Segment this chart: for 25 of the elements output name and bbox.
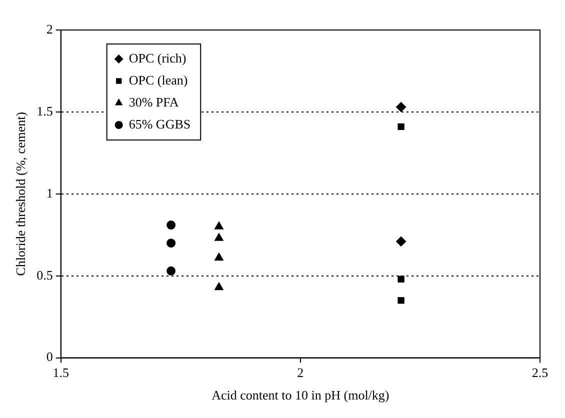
point [214,252,224,261]
point [214,222,224,230]
y-tick-label: 0 [46,349,53,364]
point [166,220,176,230]
point [396,236,406,246]
legend-label: 30% PFA [128,94,180,110]
y-tick-label: 1.5 [36,103,53,118]
x-tick-label: 2 [297,365,304,380]
legend-label: OPC (lean) [128,72,188,88]
point [166,238,176,248]
point [398,123,404,130]
point [398,297,404,304]
legend-label: 65% GGBS [128,116,191,132]
y-tick-label: 2 [46,21,53,36]
legend-label: OPC (rich) [128,50,186,66]
point [396,102,406,112]
x-tick-label: 2.5 [532,365,548,380]
x-axis-title: Acid content to 10 in pH (mol/kg) [212,388,390,403]
point [214,233,224,241]
y-axis-title: Chloride threshold (%, cement) [13,112,28,276]
point [398,276,404,282]
y-tick-label: 0.5 [36,267,53,282]
y-tick-label: 1 [46,185,53,200]
point [214,282,224,290]
point [166,266,176,276]
